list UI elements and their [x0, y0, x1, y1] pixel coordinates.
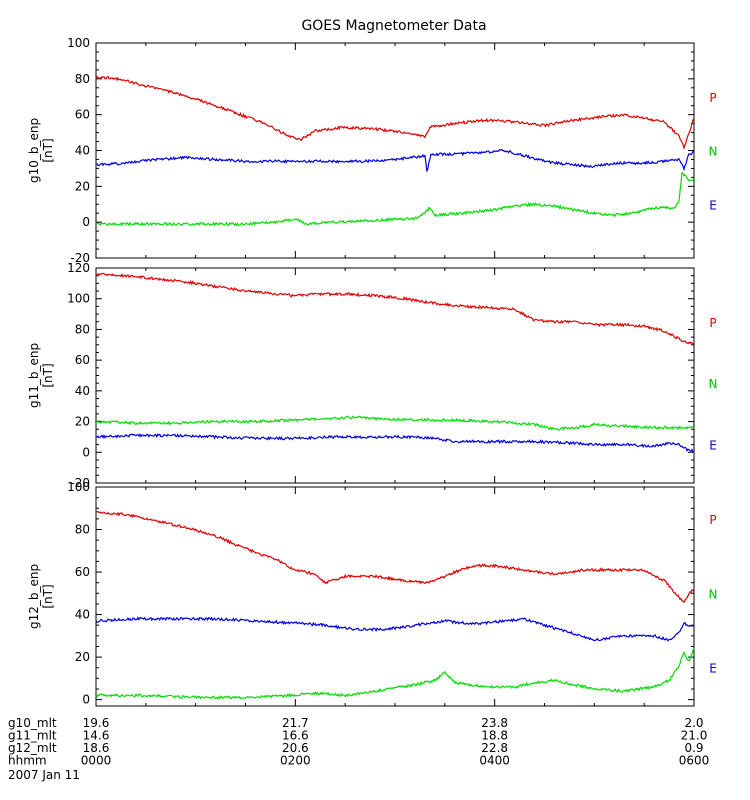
y-tick-label: 0	[82, 693, 90, 707]
y-tick-label: -20	[70, 251, 90, 265]
series-line-e	[95, 433, 695, 453]
y-tick-label: 40	[75, 384, 90, 398]
x-row-value: 0600	[679, 754, 710, 768]
y-axis-label: g10_b_enp	[27, 118, 41, 183]
y-axis-unit: [nT]	[41, 363, 55, 387]
y-tick-label: -20	[70, 476, 90, 490]
component-label-p: P	[709, 91, 716, 105]
panel-frame	[95, 42, 695, 259]
y-tick-label: 40	[75, 608, 90, 622]
component-label-n: N	[709, 377, 718, 391]
x-row-value: 21.7	[282, 716, 309, 730]
series-line-n	[96, 415, 695, 431]
x-row-label: g12_mlt	[8, 741, 57, 755]
series-line-p	[95, 510, 695, 604]
y-tick-label: 0	[82, 445, 90, 459]
component-label-n: N	[709, 145, 718, 159]
panel-3: 0 20 40 60 80 100 g12_b_enp [nT] P N E	[27, 480, 717, 707]
series-line-e	[95, 171, 695, 227]
panel-frame	[95, 486, 695, 707]
y-axis-unit: [nT]	[41, 584, 55, 608]
x-axis-rows: g10_mlt 19.6 21.7 23.8 2.0 g11_mlt 14.6 16.6 18.…	[8, 716, 709, 768]
x-row-value: 0200	[280, 754, 311, 768]
x-row-value: 18.8	[481, 729, 508, 743]
series-line-p	[95, 272, 695, 345]
y-tick-label: 20	[75, 650, 90, 664]
x-row-value: 22.8	[481, 741, 508, 755]
y-tick-label: 100	[67, 480, 90, 494]
panel-1: -20 0 20 40 60 80 100 g10_b_enp [nT] P N E	[27, 36, 717, 265]
x-row-value: 0.9	[684, 741, 703, 755]
component-label-e: E	[709, 439, 717, 453]
x-row-value: 21.0	[681, 729, 708, 743]
y-tick-label: 60	[75, 108, 90, 122]
y-tick-label: 80	[75, 523, 90, 537]
y-axis-label: g12_b_enp	[27, 564, 41, 629]
y-axis-label: g11_b_enp	[27, 343, 41, 408]
y-tick-label: 60	[75, 353, 90, 367]
x-row-value: 23.8	[481, 716, 508, 730]
panel-frame	[95, 267, 695, 484]
series-line-p	[95, 75, 695, 151]
chart-title: GOES Magnetometer Data	[301, 18, 486, 34]
y-tick-label: 100	[67, 292, 90, 306]
x-row-value: 0400	[479, 754, 510, 768]
x-row-value: 18.6	[83, 741, 110, 755]
y-tick-label: 20	[75, 179, 90, 193]
component-label-p: P	[709, 316, 716, 330]
component-label-n: N	[709, 587, 718, 601]
x-row-label: g10_mlt	[8, 716, 57, 730]
series-line-n	[95, 616, 695, 642]
series-line-n	[96, 148, 695, 172]
y-tick-label: 80	[75, 72, 90, 86]
x-row-label: g11_mlt	[8, 729, 57, 743]
y-tick-label: 20	[75, 415, 90, 429]
component-label-p: P	[709, 513, 716, 527]
component-label-e: E	[709, 662, 717, 676]
component-label-e: E	[709, 198, 717, 212]
y-tick-label: 40	[75, 144, 90, 158]
x-row-value: 0000	[81, 754, 112, 768]
y-tick-label: 80	[75, 322, 90, 336]
y-tick-label: 100	[67, 36, 90, 50]
y-tick-label: 60	[75, 565, 90, 579]
x-row-value: 20.6	[282, 741, 309, 755]
x-row-value: 16.6	[282, 729, 309, 743]
y-tick-label: 0	[82, 215, 90, 229]
series-line-e	[95, 648, 695, 700]
y-axis-unit: [nT]	[41, 138, 55, 162]
x-row-label: hhmm	[8, 754, 47, 768]
y-tick-label: 120	[67, 261, 90, 275]
panel-2: -20 0 20 40 60 80 100 120 g11_b_enp [nT] P N E	[27, 261, 717, 490]
x-row-value: 19.6	[83, 716, 110, 730]
x-row-value: 14.6	[83, 729, 110, 743]
x-row-value: 2.0	[684, 716, 703, 730]
chart-date: 2007 Jan 11	[8, 768, 80, 782]
